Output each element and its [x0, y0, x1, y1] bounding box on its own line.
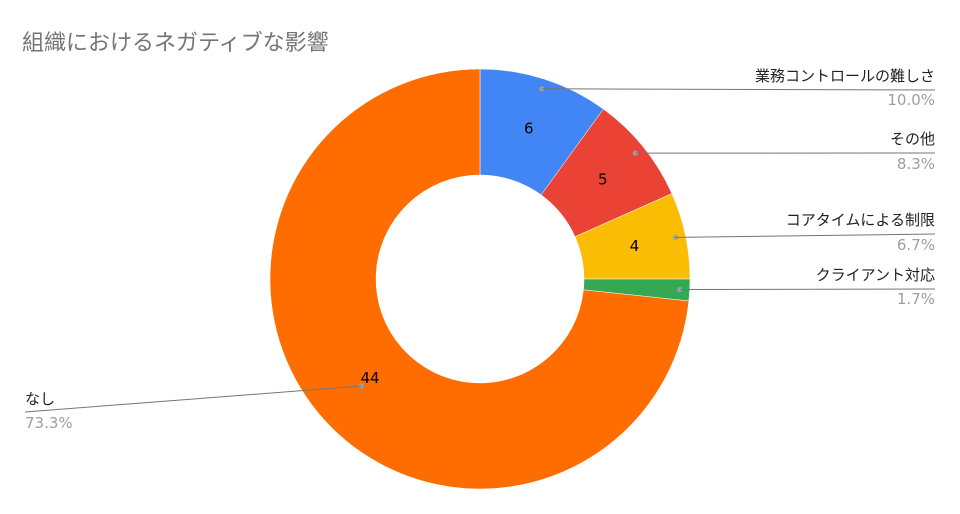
slices-group — [269, 68, 691, 490]
chart-title: 組織におけるネガティブな影響 — [22, 31, 329, 56]
slice-name-label: その他 — [890, 130, 935, 148]
slice-percent-label: 8.3% — [897, 155, 935, 173]
slice-name-label: 業務コントロールの難しさ — [755, 67, 935, 85]
leader-line — [24, 385, 362, 413]
slice-name-label: クライアント対応 — [816, 266, 935, 284]
leader-line — [541, 88, 936, 91]
slice-percent-label: 10.0% — [887, 91, 935, 109]
donut-slice — [269, 68, 690, 490]
labels-group: 6 業務コントロールの難しさ 10.0% 5 その他 8.3% 4 コアタイムによる制限 6.7… — [25, 67, 935, 432]
leader-lines-group — [24, 86, 936, 413]
leader-line — [675, 233, 936, 238]
slice-value-label: 4 — [630, 237, 640, 255]
slice-name-label: なし — [25, 390, 55, 408]
slice-percent-label: 6.7% — [897, 236, 935, 254]
slice-percent-label: 1.7% — [897, 290, 935, 308]
slice-value-label: 6 — [524, 120, 534, 138]
slice-value-label: 44 — [360, 369, 379, 387]
slice-name-label: コアタイムによる制限 — [786, 211, 935, 229]
slice-value-label: 5 — [598, 171, 608, 189]
slice-percent-label: 73.3% — [25, 414, 73, 432]
